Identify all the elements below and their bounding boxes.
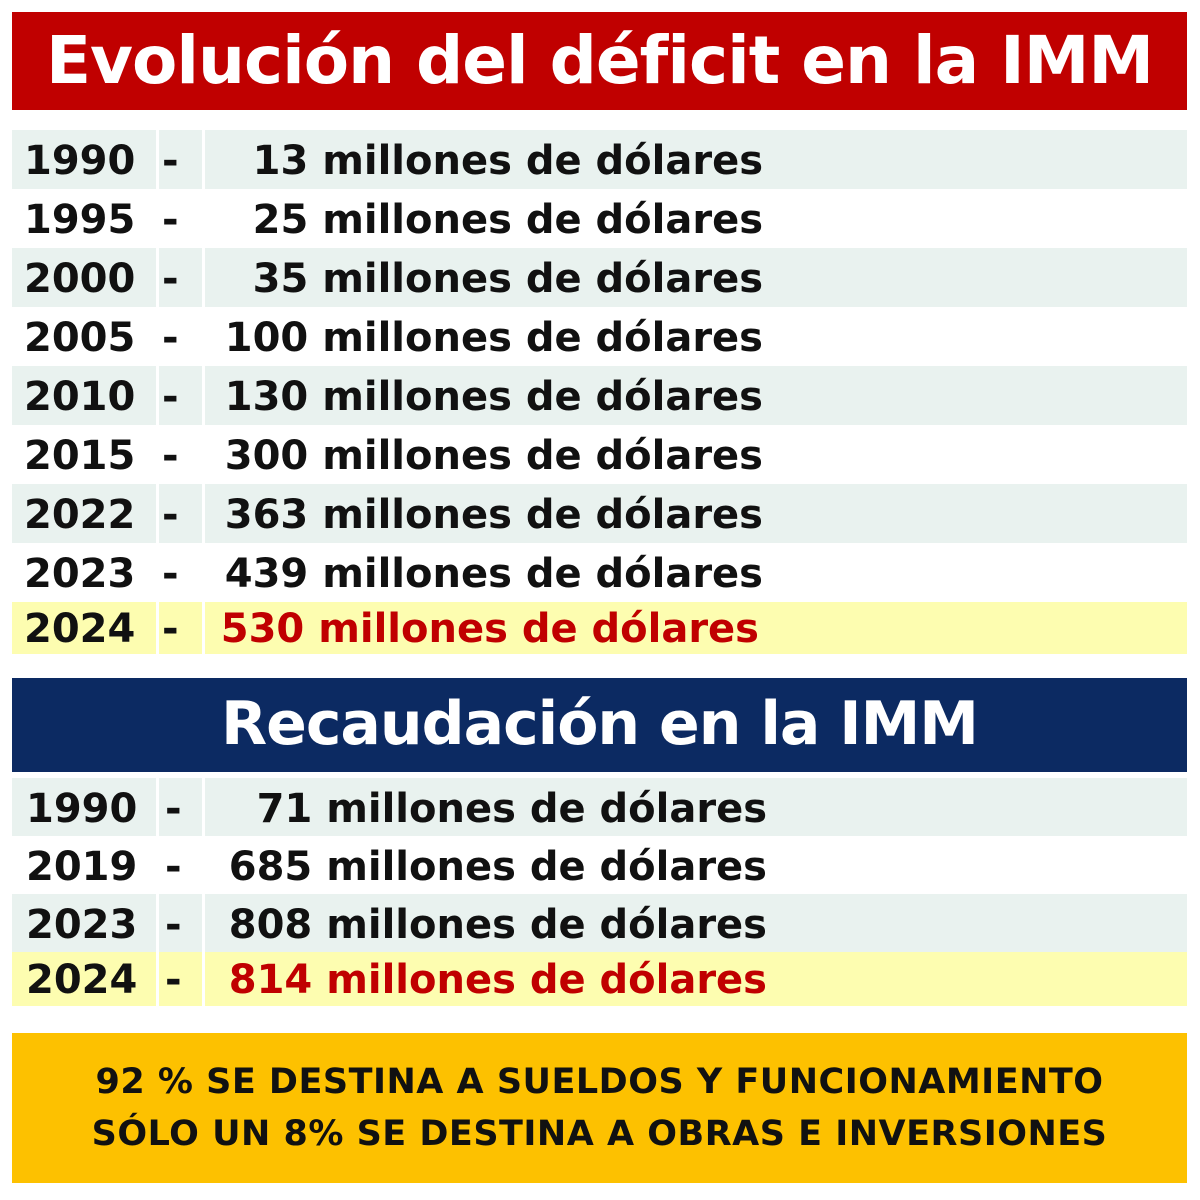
row-year: 2023	[24, 551, 136, 597]
table-row-highlight: 2024 - 814 millones de dólares	[12, 952, 1187, 1006]
column-divider	[156, 543, 159, 602]
footer-callout: 92 % SE DESTINA A SUELDOS Y FUNCIONAMIEN…	[12, 1033, 1187, 1183]
row-amount: 808 millones de dólares	[228, 902, 767, 948]
column-divider	[156, 189, 159, 248]
row-amount: 363 millones de dólares	[224, 492, 763, 538]
column-divider	[156, 602, 159, 654]
column-divider	[202, 952, 205, 1006]
row-separator: -	[162, 315, 179, 361]
recaudacion-title-banner: Recaudación en la IMM	[12, 678, 1187, 772]
row-year: 2022	[24, 492, 136, 538]
row-amount: 130 millones de dólares	[224, 374, 763, 420]
row-year: 1990	[24, 138, 136, 184]
column-divider	[202, 778, 205, 836]
row-separator: -	[162, 138, 179, 184]
footer-line-2: SÓLO UN 8% SE DESTINA A OBRAS E INVERSIO…	[91, 1114, 1108, 1154]
row-separator: -	[162, 492, 179, 538]
column-divider	[202, 366, 205, 425]
row-year: 1990	[26, 786, 138, 832]
row-amount: 25 millones de dólares	[252, 197, 763, 243]
deficit-title: Evolución del déficit en la IMM	[45, 22, 1154, 99]
row-year: 2019	[26, 844, 138, 890]
table-row: 1995 - 25 millones de dólares	[12, 189, 1187, 248]
column-divider	[156, 894, 159, 952]
column-divider	[202, 484, 205, 543]
column-divider	[156, 778, 159, 836]
column-divider	[156, 366, 159, 425]
column-divider	[202, 836, 205, 894]
row-separator: -	[165, 957, 182, 1003]
row-separator: -	[162, 433, 179, 479]
column-divider	[202, 130, 205, 189]
row-amount: 685 millones de dólares	[228, 844, 767, 890]
table-row: 1990 - 13 millones de dólares	[12, 130, 1187, 189]
row-year: 2024	[26, 957, 138, 1003]
row-separator: -	[162, 606, 179, 652]
row-year: 1995	[24, 197, 136, 243]
table-row: 2015 - 300 millones de dólares	[12, 425, 1187, 484]
recaudacion-title: Recaudación en la IMM	[220, 689, 979, 759]
table-row: 2000 - 35 millones de dólares	[12, 248, 1187, 307]
column-divider	[156, 248, 159, 307]
column-divider	[156, 836, 159, 894]
row-amount: 300 millones de dólares	[224, 433, 763, 479]
row-separator: -	[165, 902, 182, 948]
column-divider	[202, 307, 205, 366]
row-amount: 439 millones de dólares	[224, 551, 763, 597]
recaudacion-table: 1990 - 71 millones de dólares 2019 - 685…	[12, 778, 1187, 1006]
row-year: 2000	[24, 256, 136, 302]
row-amount: 35 millones de dólares	[252, 256, 763, 302]
row-amount-highlight: 814 millones de dólares	[228, 957, 767, 1003]
deficit-title-banner: Evolución del déficit en la IMM	[12, 12, 1187, 110]
column-divider	[202, 543, 205, 602]
table-row: 1990 - 71 millones de dólares	[12, 778, 1187, 836]
row-separator: -	[162, 374, 179, 420]
row-year: 2023	[26, 902, 138, 948]
row-amount-highlight: 530 millones de dólares	[220, 606, 759, 652]
table-row: 2019 - 685 millones de dólares	[12, 836, 1187, 894]
column-divider	[156, 425, 159, 484]
column-divider	[202, 894, 205, 952]
column-divider	[156, 130, 159, 189]
column-divider	[202, 248, 205, 307]
row-amount: 13 millones de dólares	[252, 138, 763, 184]
row-year: 2005	[24, 315, 136, 361]
row-year: 2015	[24, 433, 136, 479]
row-separator: -	[165, 786, 182, 832]
table-row: 2022 - 363 millones de dólares	[12, 484, 1187, 543]
row-separator: -	[165, 844, 182, 890]
column-divider	[156, 484, 159, 543]
row-separator: -	[162, 256, 179, 302]
table-row: 2005 - 100 millones de dólares	[12, 307, 1187, 366]
column-divider	[202, 425, 205, 484]
deficit-table: 1990 - 13 millones de dólares 1995 - 25 …	[12, 130, 1187, 654]
row-amount: 71 millones de dólares	[256, 786, 767, 832]
table-row: 2023 - 439 millones de dólares	[12, 543, 1187, 602]
table-row-highlight: 2024 - 530 millones de dólares	[12, 602, 1187, 654]
row-year: 2024	[24, 606, 136, 652]
table-row: 2023 - 808 millones de dólares	[12, 894, 1187, 952]
column-divider	[202, 602, 205, 654]
row-amount: 100 millones de dólares	[224, 315, 763, 361]
column-divider	[156, 307, 159, 366]
footer-line-1: 92 % SE DESTINA A SUELDOS Y FUNCIONAMIEN…	[95, 1062, 1104, 1102]
table-row: 2010 - 130 millones de dólares	[12, 366, 1187, 425]
row-separator: -	[162, 551, 179, 597]
column-divider	[156, 952, 159, 1006]
row-separator: -	[162, 197, 179, 243]
row-year: 2010	[24, 374, 136, 420]
column-divider	[202, 189, 205, 248]
